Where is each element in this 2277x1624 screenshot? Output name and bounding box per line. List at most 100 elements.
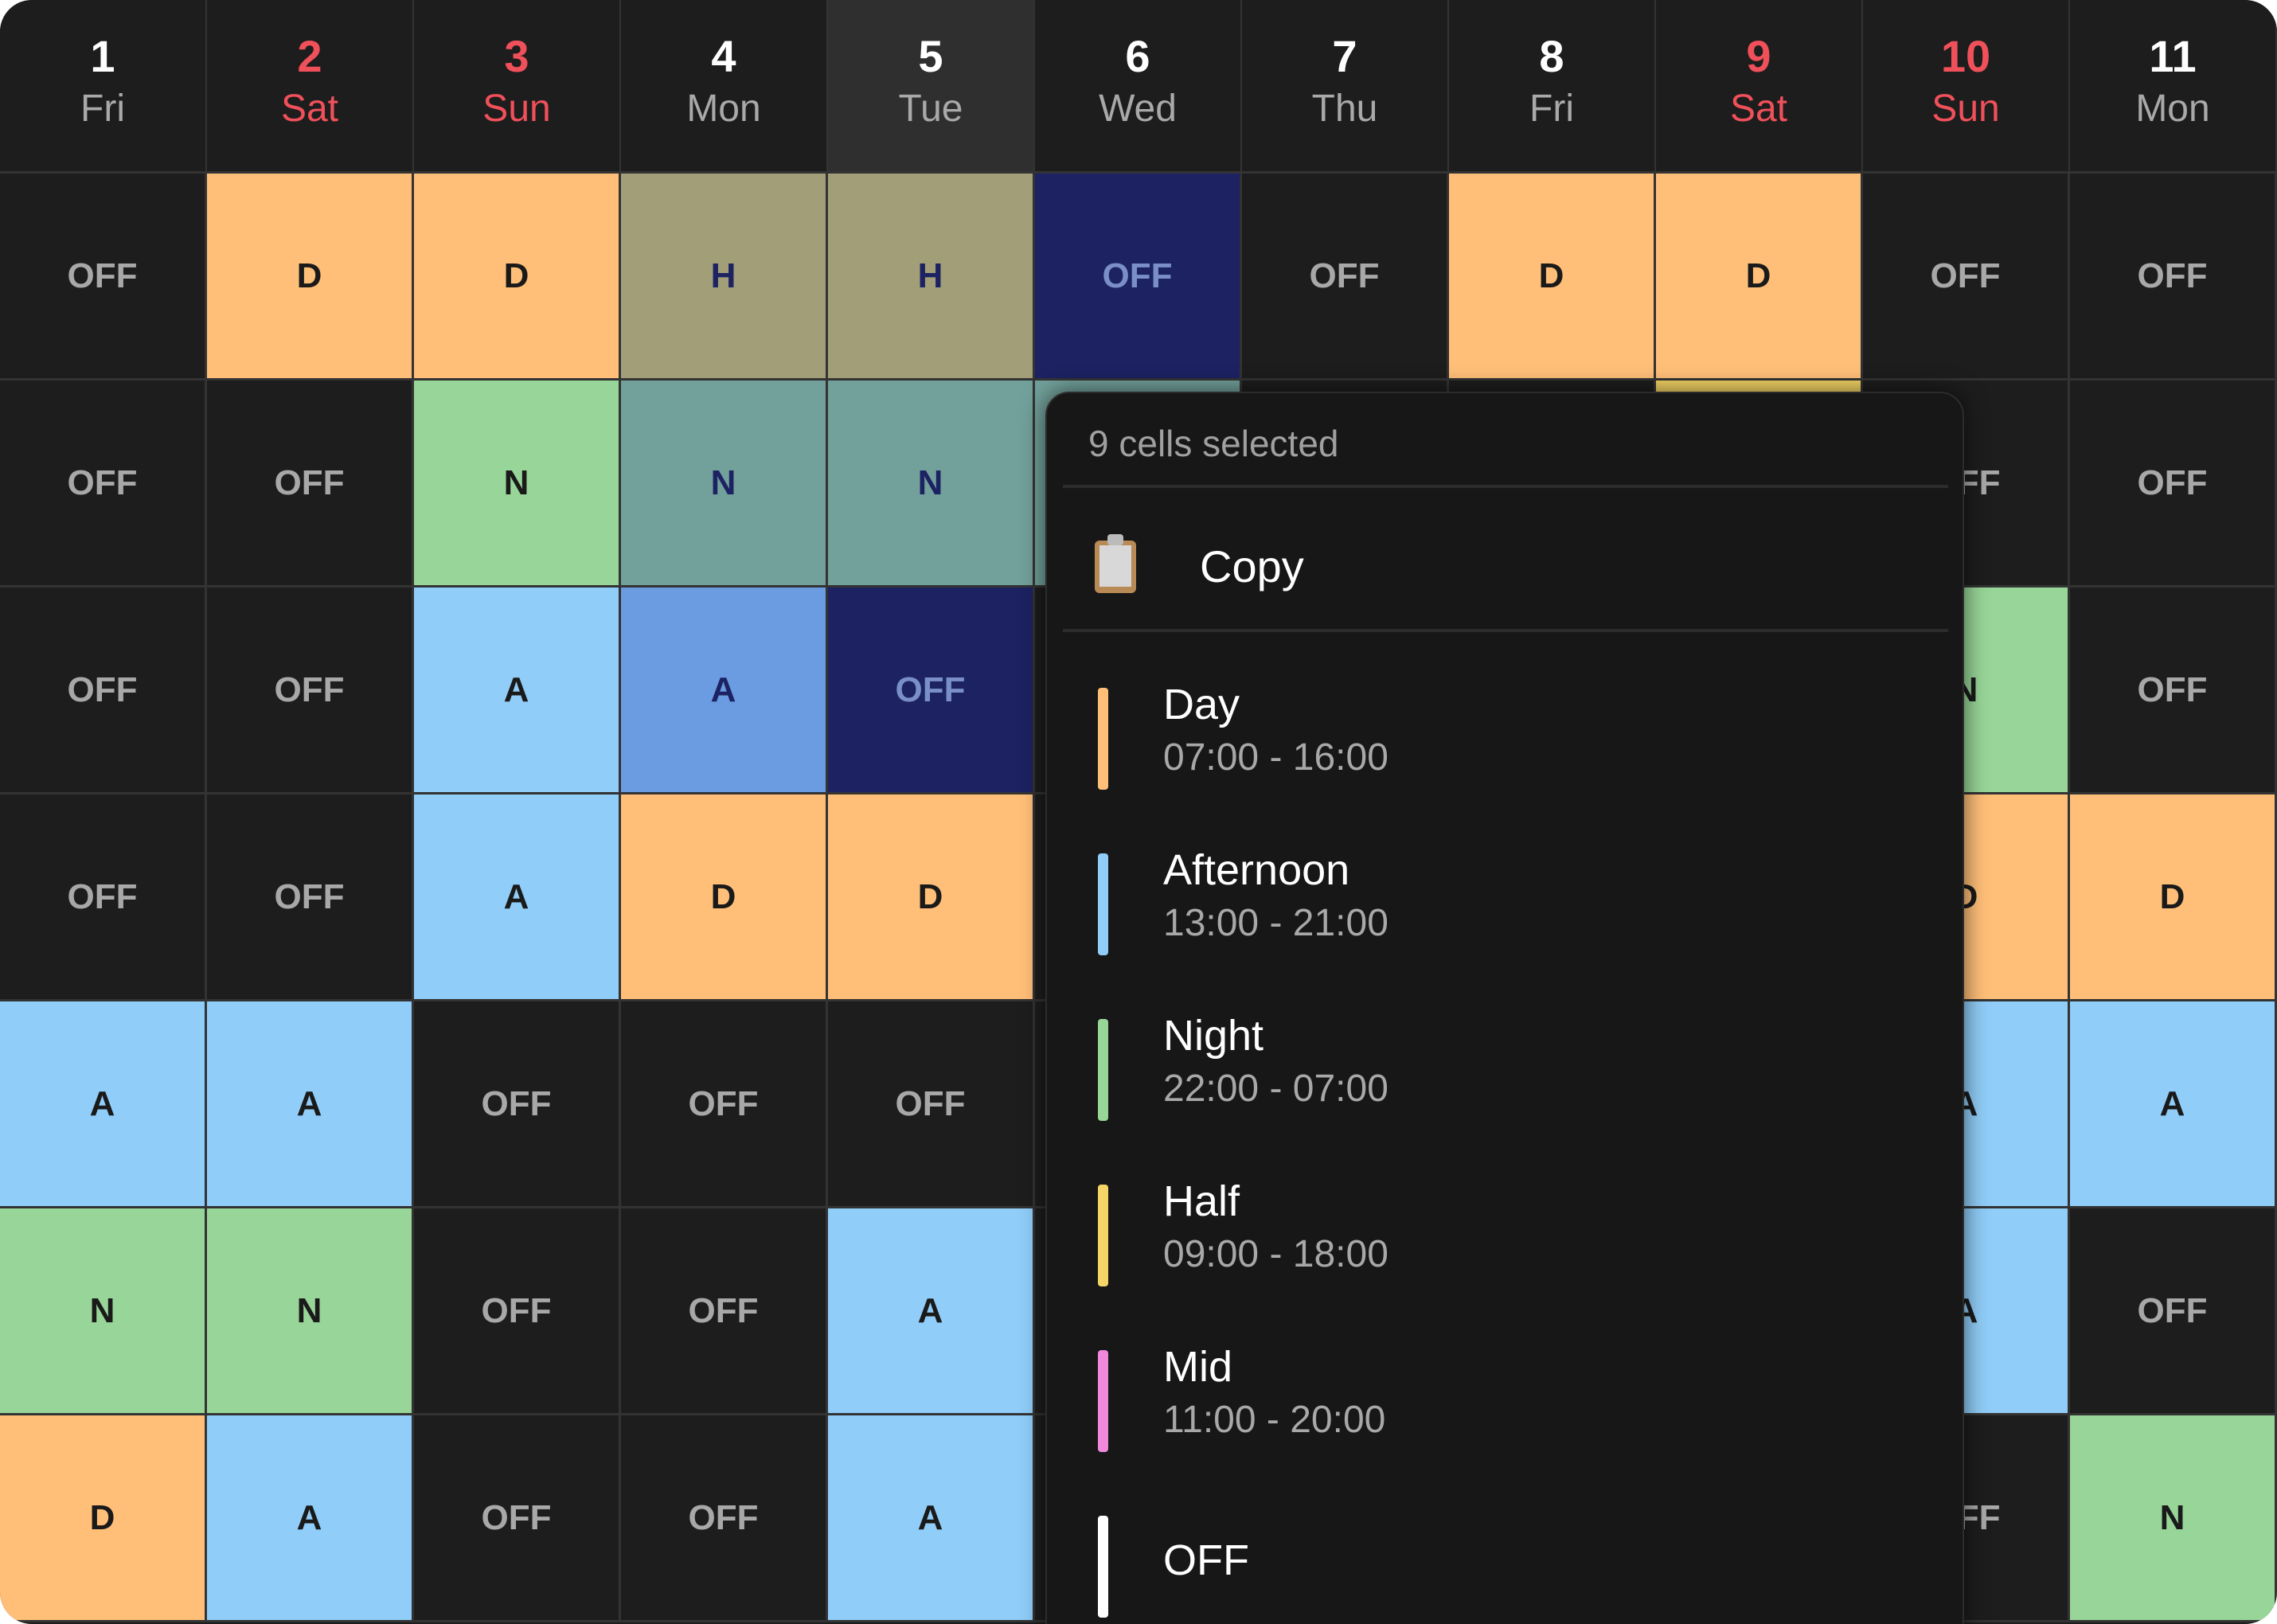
shift-cell[interactable]: A xyxy=(828,1208,1035,1415)
shift-cell[interactable]: A xyxy=(0,1001,207,1208)
shift-cell[interactable]: D xyxy=(2070,794,2277,1001)
context-menu: 9 cells selected Copy Day 07:00 - 16:00 … xyxy=(1045,392,1964,1624)
shift-cell[interactable]: OFF xyxy=(0,794,207,1001)
day-of-week: Sun xyxy=(1931,88,2000,130)
shift-cell[interactable]: OFF xyxy=(2070,174,2277,381)
shift-cell[interactable]: OFF xyxy=(621,1001,828,1208)
shift-cell[interactable]: N xyxy=(414,381,621,588)
day-of-week: Sat xyxy=(280,88,339,130)
day-of-week: Sat xyxy=(1729,88,1788,130)
shift-cell[interactable]: D xyxy=(1656,174,1863,381)
divider xyxy=(1063,485,1948,488)
copy-label: Copy xyxy=(1200,541,1304,591)
shift-color-bar xyxy=(1098,1350,1108,1452)
shift-cell[interactable]: OFF xyxy=(621,1415,828,1622)
day-header-6[interactable]: 6 Wed xyxy=(1035,0,1242,174)
shift-cell[interactable]: D xyxy=(1449,174,1656,381)
day-header-1[interactable]: 1 Fri xyxy=(0,0,207,174)
day-of-week: Mon xyxy=(686,88,761,130)
shift-cell[interactable]: OFF xyxy=(1863,174,2070,381)
copy-menu-item[interactable]: Copy xyxy=(1063,493,1948,628)
day-header-9[interactable]: 9 Sat xyxy=(1656,0,1863,174)
shift-option-off[interactable]: OFF xyxy=(1063,1508,1948,1624)
shift-name: Mid xyxy=(1163,1343,1233,1391)
shift-cell[interactable]: OFF xyxy=(2070,588,2277,794)
shift-cell[interactable]: D xyxy=(828,794,1035,1001)
shift-cell[interactable]: A xyxy=(414,588,621,794)
shift-cell[interactable]: A xyxy=(621,588,828,794)
day-header-7[interactable]: 7 Thu xyxy=(1242,0,1449,174)
shift-cell[interactable]: OFF xyxy=(0,381,207,588)
shift-option-afternoon[interactable]: Afternoon 13:00 - 21:00 xyxy=(1063,845,1948,989)
shift-cell[interactable]: A xyxy=(207,1415,414,1622)
day-header-4[interactable]: 4 Mon xyxy=(621,0,828,174)
day-of-week: Tue xyxy=(898,88,963,130)
shift-option-night[interactable]: Night 22:00 - 07:00 xyxy=(1063,1011,1948,1154)
shift-cell[interactable]: OFF xyxy=(828,588,1035,794)
day-number: 6 xyxy=(1125,31,1150,81)
shift-cell[interactable]: OFF xyxy=(0,588,207,794)
shift-cell[interactable]: OFF xyxy=(1242,174,1449,381)
day-header-5[interactable]: 5 Tue xyxy=(828,0,1035,174)
shift-cell[interactable]: A xyxy=(828,1415,1035,1622)
shift-cell[interactable]: OFF xyxy=(621,1208,828,1415)
shift-time: 22:00 - 07:00 xyxy=(1163,1068,1388,1110)
shift-option-day[interactable]: Day 07:00 - 16:00 xyxy=(1063,680,1948,823)
day-of-week: Fri xyxy=(80,88,125,130)
shift-name: Afternoon xyxy=(1163,846,1350,894)
shift-cell[interactable]: N xyxy=(2070,1415,2277,1622)
day-of-week: Sun xyxy=(482,88,551,130)
day-of-week: Thu xyxy=(1311,88,1378,130)
divider xyxy=(1063,629,1948,632)
day-header-11[interactable]: 11 Mon xyxy=(2070,0,2277,174)
shift-name: Night xyxy=(1163,1012,1264,1060)
shift-cell[interactable]: D xyxy=(207,174,414,381)
shift-cell[interactable]: N xyxy=(207,1208,414,1415)
shift-cell[interactable]: N xyxy=(0,1208,207,1415)
shift-cell[interactable]: A xyxy=(414,794,621,1001)
shift-cell[interactable]: A xyxy=(2070,1001,2277,1208)
shift-cell[interactable]: OFF xyxy=(828,1001,1035,1208)
shift-option-half[interactable]: Half 09:00 - 18:00 xyxy=(1063,1177,1948,1320)
shift-cell[interactable]: OFF xyxy=(207,381,414,588)
shift-cell[interactable]: OFF xyxy=(2070,381,2277,588)
shift-color-bar xyxy=(1098,1516,1108,1618)
shift-cell[interactable]: OFF xyxy=(2070,1208,2277,1415)
day-number: 7 xyxy=(1332,31,1357,81)
shift-cell[interactable]: N xyxy=(828,381,1035,588)
shift-cell[interactable]: N xyxy=(621,381,828,588)
shift-name: OFF xyxy=(1163,1536,1249,1584)
day-number: 4 xyxy=(711,31,736,81)
day-header-10[interactable]: 10 Sun xyxy=(1863,0,2070,174)
shift-time: 11:00 - 20:00 xyxy=(1163,1399,1386,1441)
shift-cell[interactable]: OFF xyxy=(207,588,414,794)
day-of-week: Fri xyxy=(1529,88,1574,130)
shift-name: Half xyxy=(1163,1177,1240,1225)
shift-name: Day xyxy=(1163,681,1240,728)
shift-cell[interactable]: D xyxy=(414,174,621,381)
shift-cell[interactable]: A xyxy=(207,1001,414,1208)
shift-color-bar xyxy=(1098,1019,1108,1121)
shift-cell[interactable]: D xyxy=(0,1415,207,1622)
shift-color-bar xyxy=(1098,1185,1108,1286)
clipboard-icon xyxy=(1095,534,1136,593)
day-of-week: Mon xyxy=(2135,88,2210,130)
shift-cell[interactable]: H xyxy=(828,174,1035,381)
shift-cell[interactable]: H xyxy=(621,174,828,381)
day-header-2[interactable]: 2 Sat xyxy=(207,0,414,174)
shift-cell[interactable]: OFF xyxy=(414,1208,621,1415)
day-number: 11 xyxy=(2149,31,2197,81)
shift-cell[interactable]: D xyxy=(621,794,828,1001)
shift-option-mid[interactable]: Mid 11:00 - 20:00 xyxy=(1063,1342,1948,1485)
shift-cell[interactable]: OFF xyxy=(0,174,207,381)
shift-cell[interactable]: OFF xyxy=(414,1001,621,1208)
shift-cell[interactable]: OFF xyxy=(1035,174,1242,381)
shift-cell[interactable]: OFF xyxy=(414,1415,621,1622)
day-header-8[interactable]: 8 Fri xyxy=(1449,0,1656,174)
day-of-week: Wed xyxy=(1099,88,1177,130)
day-number: 2 xyxy=(297,31,322,81)
shift-cell[interactable]: OFF xyxy=(207,794,414,1001)
day-header-3[interactable]: 3 Sun xyxy=(414,0,621,174)
selection-count: 9 cells selected xyxy=(1088,423,1339,464)
